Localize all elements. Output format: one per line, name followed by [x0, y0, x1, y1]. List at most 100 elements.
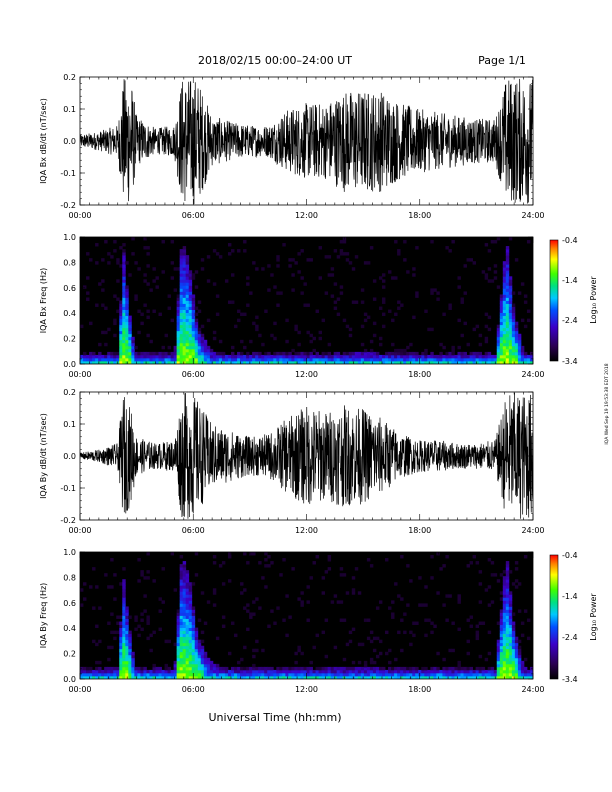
spectrogram-cell	[270, 360, 274, 364]
spectrogram-cell	[122, 357, 126, 362]
spectrogram-cell	[182, 306, 187, 310]
spectrogram-cell	[520, 672, 525, 677]
spectrogram-cell	[339, 291, 344, 295]
spectrogram-cell	[125, 612, 129, 616]
spectrogram-cell	[209, 354, 214, 359]
spectrogram-cell	[517, 645, 522, 650]
spectrogram-cell	[131, 669, 135, 674]
spectrogram-cell	[508, 327, 513, 332]
spectrogram-cell	[185, 570, 190, 574]
spectrogram-cell	[128, 675, 132, 679]
spectrogram-cell	[206, 351, 211, 356]
spectrogram-cell	[318, 336, 322, 341]
spectrogram-cell	[315, 672, 319, 677]
spectrogram-cell	[415, 357, 419, 362]
spectrogram-cell	[324, 669, 329, 674]
spectrogram-cell	[188, 672, 193, 677]
spectrogram-cell	[499, 321, 504, 326]
spectrogram-cell	[83, 357, 87, 362]
spectrogram-cell	[297, 270, 301, 274]
spectrogram-cell	[375, 351, 380, 356]
spectrogram-cell	[176, 612, 181, 616]
spectrogram-cell	[439, 567, 443, 571]
spectrogram-cell	[496, 666, 501, 671]
spectrogram-cell	[445, 555, 449, 559]
spectrogram-cell	[445, 357, 449, 362]
spectrogram-cell	[339, 240, 344, 244]
spectrogram-cell	[182, 336, 187, 341]
spectrogram-cell	[484, 588, 489, 592]
spectrogram-cell	[378, 639, 383, 644]
spectrogram-cell	[505, 336, 510, 341]
spectrogram-cell	[122, 348, 126, 353]
spectrogram-cell	[231, 675, 235, 679]
spectrogram-cell	[125, 666, 129, 671]
spectrogram-cell	[194, 645, 199, 650]
spectrogram-cell	[511, 669, 516, 674]
spectrogram-cell	[499, 360, 504, 364]
spectrogram-cell	[294, 261, 298, 265]
spectrogram-cell	[318, 669, 322, 674]
spectrogram-cell	[200, 324, 205, 329]
spectrogram-cell	[523, 324, 528, 329]
spectrogram-cell	[237, 660, 241, 665]
spectrogram-cell	[146, 333, 150, 338]
spectrogram-cell	[460, 675, 464, 679]
spectrogram-cell	[369, 657, 374, 662]
spectrogram-cell	[188, 627, 193, 632]
spectrogram-cell	[98, 606, 102, 610]
spectrogram-cell	[511, 630, 516, 635]
spectrogram-cell	[514, 351, 519, 356]
spectrogram-cell	[502, 294, 507, 298]
spectrogram-cell	[306, 675, 310, 679]
spectrogram-cell	[291, 288, 295, 292]
spectrogram-cell	[122, 345, 126, 350]
spectrogram-cell	[457, 666, 461, 671]
spectrogram-cell	[505, 654, 510, 659]
spectrogram-cell	[179, 357, 184, 362]
spectrogram-cell	[176, 267, 181, 271]
spectrogram-cell	[182, 579, 187, 583]
spectrogram-cell	[119, 675, 123, 679]
spectrogram-cell	[342, 573, 347, 577]
spectrogram-cell	[86, 291, 90, 295]
spectrogram-cell	[86, 276, 90, 280]
spectrogram-cell	[243, 345, 247, 350]
spectrogram-cell	[517, 657, 522, 662]
spectrogram-cell	[457, 672, 461, 677]
spectrogram-cell	[505, 318, 510, 323]
spectrogram-cell	[152, 360, 156, 364]
spectrogram-cell	[255, 354, 259, 359]
spectrogram-cell	[92, 675, 96, 679]
spectrogram-cell	[252, 663, 256, 668]
spectrogram-cell	[526, 318, 531, 323]
spectrogram-cell	[333, 645, 338, 650]
spectrogram-cell	[306, 258, 310, 262]
spectrogram-cell	[188, 621, 193, 625]
spectrogram-cell	[502, 654, 507, 659]
spectrogram-cell	[499, 345, 504, 350]
spectrogram-cell	[502, 591, 507, 595]
spectrogram-cell	[182, 621, 187, 625]
spectrogram-cell	[173, 672, 178, 677]
spectrogram-cell	[454, 354, 458, 359]
spectrogram-cell	[493, 573, 498, 577]
spectrogram-cell	[125, 660, 129, 665]
spectrogram-cell	[481, 357, 486, 362]
spectrogram-cell	[487, 267, 492, 271]
spectrogram-cell	[490, 573, 495, 577]
spectrogram-cell	[179, 594, 184, 598]
spectrogram-cell	[502, 354, 507, 359]
spectrogram-cell	[499, 609, 504, 613]
spectrogram-cell	[179, 270, 184, 274]
spectrogram-cell	[152, 279, 156, 283]
spectrogram-cell	[366, 636, 371, 641]
spectrogram-cell	[421, 360, 425, 364]
spectrogram-cell	[430, 675, 434, 679]
spectrogram-cell	[508, 639, 513, 644]
spectrogram-cell	[505, 561, 510, 565]
spectrogram-cell	[451, 351, 455, 356]
spectrogram-cell	[514, 567, 519, 571]
spectrogram-cell	[397, 249, 401, 253]
spectrogram-cell	[131, 354, 135, 359]
